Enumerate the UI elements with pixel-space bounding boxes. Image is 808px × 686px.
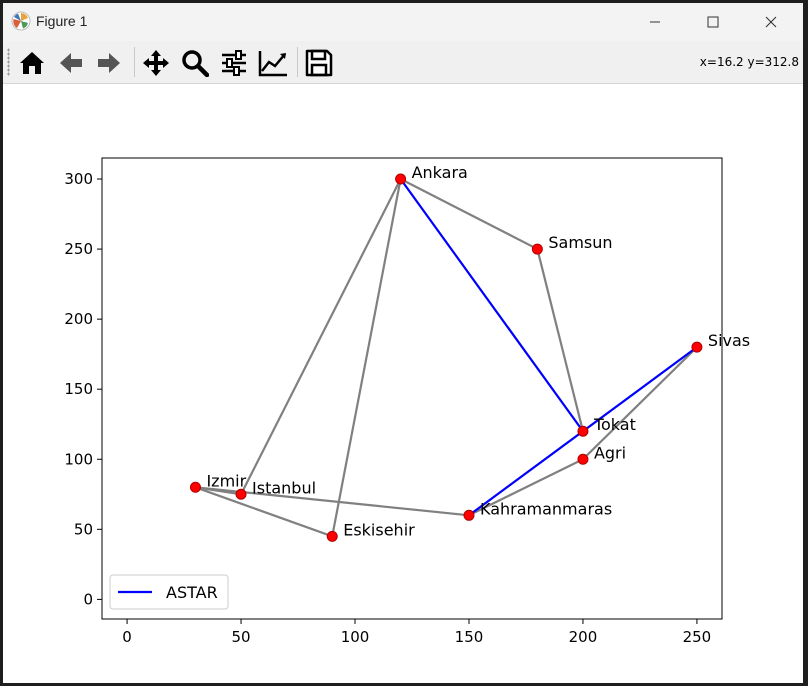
x-tick-label: 50 (231, 628, 250, 646)
series-line-astar (399, 178, 698, 517)
minimize-button[interactable] (627, 3, 683, 41)
y-tick-label: 0 (83, 590, 93, 608)
point-agri (577, 453, 589, 465)
x-tick-label: 150 (455, 628, 484, 646)
y-tick-label: 250 (64, 240, 93, 258)
point-samsun (531, 243, 543, 255)
x-tick-label: 200 (569, 628, 598, 646)
window-title: Figure 1 (36, 13, 88, 29)
matplotlib-icon (11, 11, 31, 31)
point-label-istanbul: Istanbul (252, 478, 316, 497)
point-tokat (577, 425, 589, 437)
navigation-toolbar: x=16.2 y=312.8 (3, 41, 803, 84)
toolbar-separator (297, 47, 298, 77)
save-button[interactable] (303, 47, 335, 79)
y-tick-label: 300 (64, 170, 93, 188)
axes-frame (101, 157, 723, 620)
y-tick-label: 50 (74, 520, 93, 538)
toolbar-grip[interactable] (7, 48, 10, 76)
configure-subplots-button[interactable] (218, 47, 250, 79)
back-button[interactable] (55, 47, 87, 79)
legend: ASTAR (109, 574, 229, 610)
arrow-right-icon (98, 53, 120, 73)
floppy-disk-icon (305, 49, 333, 77)
point-kahramanmaras (463, 509, 475, 521)
edit-axis-button[interactable] (257, 47, 289, 79)
y-tick-label: 100 (64, 450, 93, 468)
point-eskisehir (326, 530, 338, 542)
point-label-sivas: Sivas (708, 331, 750, 350)
x-tick-label: 100 (341, 628, 370, 646)
x-tick-label: 0 (122, 628, 132, 646)
zoom-icon (182, 50, 209, 77)
close-icon (765, 16, 777, 28)
title-bar: Figure 1 (3, 3, 803, 41)
edge-sivas-agri (582, 346, 698, 461)
point-label-eskisehir: Eskisehir (343, 520, 415, 539)
move-icon (143, 50, 169, 76)
pan-button[interactable] (140, 47, 172, 79)
point-label-kahramanmaras: Kahramanmaras (480, 499, 612, 518)
edge-samsun-tokat (536, 248, 585, 432)
figure-canvas[interactable]: Ankara Samsun Sivas Tokat Agri Izmir Istanbul K… (3, 84, 803, 683)
point-label-samsun: Samsun (548, 233, 612, 252)
edge-izmir-eskisehir (195, 486, 333, 538)
maximize-button[interactable] (685, 3, 741, 41)
maximize-icon (707, 16, 719, 28)
point-label-tokat: Tokat (593, 415, 636, 434)
arrow-left-icon (60, 53, 82, 73)
close-button[interactable] (743, 3, 799, 41)
home-button[interactable] (16, 47, 48, 79)
sliders-icon (222, 50, 246, 76)
edge-ankara-istanbul (240, 178, 402, 495)
legend-box (109, 574, 229, 610)
home-icon (20, 52, 44, 74)
figure-window: Figure 1 (3, 3, 803, 683)
edge-ankara-eskisehir (331, 178, 402, 537)
edge-ankara-samsun (400, 178, 538, 251)
x-tick-label: 250 (683, 628, 712, 646)
point-label-izmir: Izmir (206, 471, 246, 490)
line-chart-icon (258, 51, 287, 77)
toolbar-separator (134, 47, 135, 77)
cursor-coordinates: x=16.2 y=312.8 (699, 55, 799, 69)
forward-button[interactable] (93, 47, 125, 79)
point-label-agri: Agri (594, 443, 626, 462)
edge-kahramanmaras-agri (468, 458, 584, 517)
y-tick-label: 150 (64, 380, 93, 398)
point-sivas (691, 341, 703, 353)
zoom-button[interactable] (179, 47, 211, 79)
point-ankara (395, 173, 407, 185)
point-istanbul (235, 488, 247, 500)
point-label-ankara: Ankara (412, 163, 468, 182)
minimize-icon (650, 21, 660, 23)
point-izmir (189, 481, 201, 493)
chart-svg[interactable]: Ankara Samsun Sivas Tokat Agri Izmir Istanbul K… (3, 84, 803, 683)
y-tick-label: 200 (64, 310, 93, 328)
legend-label-astar: ASTAR (166, 583, 218, 602)
